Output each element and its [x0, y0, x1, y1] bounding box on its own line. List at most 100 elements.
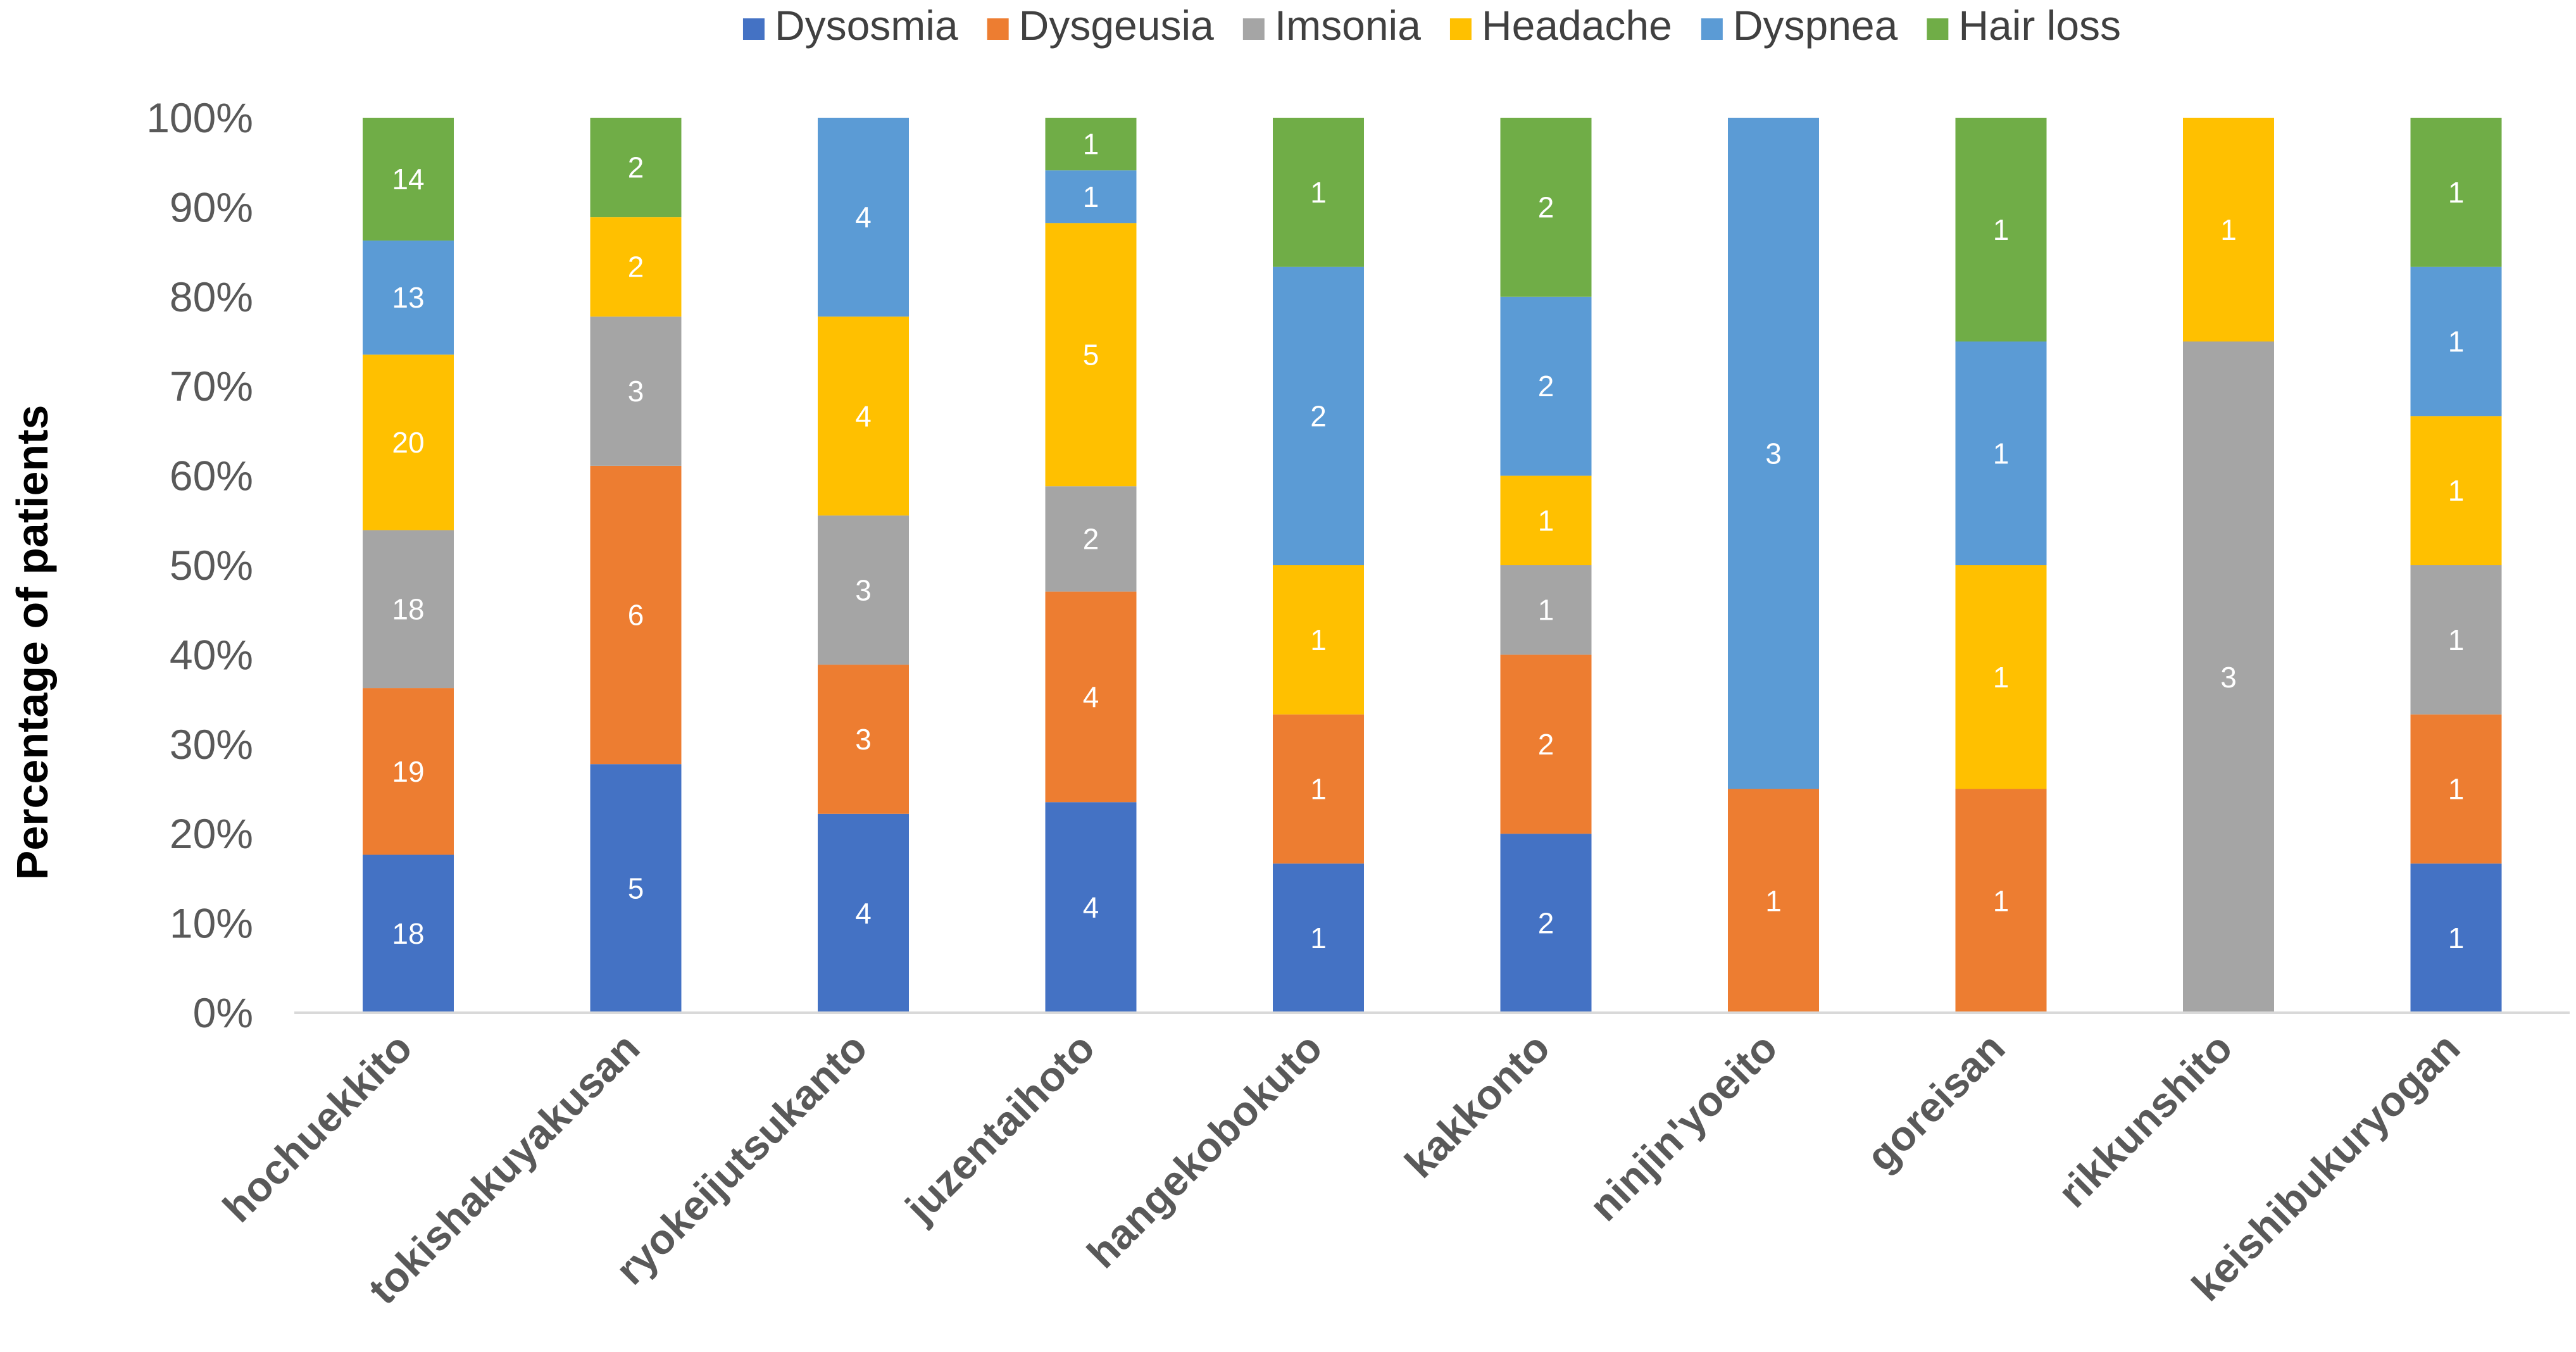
data-label: 3: [628, 375, 644, 408]
bar-segment: [590, 217, 682, 317]
y-tick-label: 60%: [170, 453, 253, 499]
x-tick-label: kakkonto: [1396, 1024, 1558, 1187]
bar-segment: [1045, 170, 1137, 223]
data-label: 4: [1083, 680, 1099, 713]
data-label: 4: [855, 201, 872, 234]
data-label: 14: [392, 163, 424, 196]
data-label: 1: [2448, 773, 2465, 806]
bar-segment: [2410, 266, 2502, 416]
bar-segment: [2410, 863, 2502, 1013]
bar-segment: [363, 241, 454, 355]
data-label: 2: [1083, 522, 1099, 555]
data-label: 18: [392, 917, 424, 950]
data-label: 4: [1083, 891, 1099, 924]
data-label: 20: [392, 426, 424, 459]
data-label: 3: [2220, 661, 2237, 694]
data-label: 1: [1083, 180, 1099, 213]
data-label: 1: [2448, 474, 2465, 507]
bar-segment: [818, 813, 909, 1013]
data-label: 1: [2448, 922, 2465, 955]
y-tick-label: 70%: [170, 363, 253, 410]
legend-swatch: [742, 18, 765, 40]
data-label: 2: [628, 151, 644, 184]
data-label: 1: [1310, 922, 1327, 955]
x-tick-label: ninjin'yoeito: [1580, 1024, 1786, 1230]
bar-segment: [1955, 565, 2047, 789]
y-tick-label: 0%: [193, 989, 253, 1036]
data-label: 1: [1310, 773, 1327, 806]
y-tick-label: 50%: [170, 542, 253, 589]
bar-segment: [1500, 296, 1592, 476]
y-tick-label: 20%: [170, 810, 253, 857]
legend-label: Headache: [1482, 2, 1672, 49]
bar-segment: [363, 118, 454, 241]
data-label: 1: [2448, 325, 2465, 358]
bar-segment: [2183, 118, 2274, 342]
x-tick-label: hangekobokuto: [1078, 1024, 1331, 1277]
legend-swatch: [987, 18, 1009, 40]
y-tick-label: 80%: [170, 273, 253, 320]
data-label: 2: [1538, 907, 1554, 940]
y-tick-label: 40%: [170, 631, 253, 678]
legend-swatch: [1449, 18, 1472, 40]
bar-segment: [1045, 591, 1137, 803]
legend: Dysosmia Dysgeusia Imsonia Headache Dyspnea H…: [742, 2, 2121, 49]
bar-segment: [363, 354, 454, 530]
bar-segment: [1728, 789, 1819, 1013]
y-axis-ticks: 0% 10% 20% 30% 40% 50% 60% 70% 80% 90% 100%: [146, 94, 253, 1036]
bar-segment: [2410, 714, 2502, 864]
bar-segment: [1728, 118, 1819, 789]
bar-segment: [1045, 802, 1137, 1013]
data-label: 2: [1310, 399, 1327, 432]
bar-segment: [590, 465, 682, 765]
bar-segment: [1045, 486, 1137, 592]
data-label: 1: [1538, 504, 1554, 537]
data-label: 3: [1765, 437, 1782, 470]
x-tick-label: hochuekkito: [214, 1024, 421, 1231]
data-label: 1: [2220, 213, 2237, 246]
legend-label: Dysgeusia: [1019, 2, 1214, 49]
bar-segment: [1955, 341, 2047, 565]
bar-segment: [1500, 475, 1592, 565]
data-label: 1: [1538, 594, 1554, 627]
data-label: 5: [1083, 338, 1099, 371]
data-label: 2: [1538, 191, 1554, 223]
bar-segment: [590, 764, 682, 1013]
bar-segment: [1273, 714, 1364, 864]
x-tick-label: ryokeijutsukanto: [606, 1024, 876, 1294]
data-label: 1: [1993, 437, 2010, 470]
x-tick-label: goreisan: [1858, 1024, 2014, 1180]
legend-label: Imsonia: [1275, 2, 1421, 49]
bar-segment: [1273, 118, 1364, 267]
bar-segment: [1500, 834, 1592, 1013]
data-label: 1: [1993, 661, 2010, 694]
bar-segment: [1045, 118, 1137, 171]
bar-segment: [1500, 118, 1592, 297]
bar-segment: [363, 854, 454, 1013]
bar-segment: [1045, 223, 1137, 487]
data-label: 1: [1310, 623, 1327, 656]
data-label: 3: [855, 573, 872, 606]
bar-segment: [818, 118, 909, 317]
bar-segment: [2410, 565, 2502, 715]
y-tick-label: 30%: [170, 721, 253, 768]
bar-segment: [2410, 118, 2502, 267]
legend-swatch: [1242, 18, 1265, 40]
data-label: 1: [1993, 213, 2010, 246]
legend-swatch: [1701, 18, 1723, 40]
bar-segment: [818, 316, 909, 516]
data-label: 1: [1993, 884, 2010, 917]
data-label: 1: [2448, 176, 2465, 209]
data-label: 1: [1310, 176, 1327, 209]
bar-segment: [1500, 654, 1592, 834]
bar-segment: [363, 688, 454, 855]
data-label: 19: [392, 755, 424, 788]
data-label: 1: [1083, 128, 1099, 161]
bar-segment: [590, 118, 682, 218]
bar-segment: [1500, 565, 1592, 655]
bar-segment: [1273, 863, 1364, 1013]
data-label: 18: [392, 592, 424, 625]
legend-swatch: [1927, 18, 1949, 40]
bars: 1819182013145632243344442511111212211221…: [363, 118, 2502, 1013]
